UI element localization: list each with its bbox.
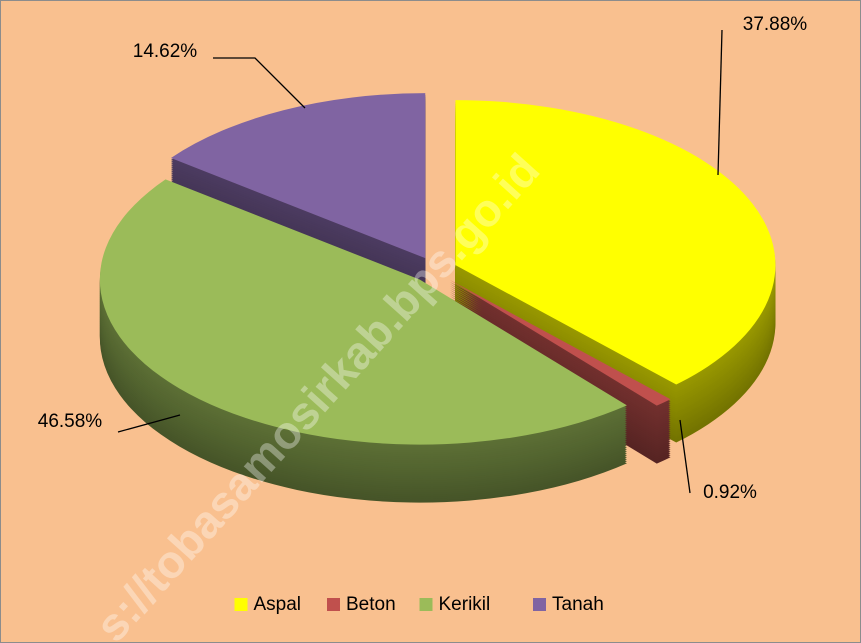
legend-swatch (419, 598, 433, 611)
legend: Aspal Beton Kerikil Tanah (234, 594, 604, 615)
legend-swatch (533, 598, 546, 611)
pie (99, 93, 776, 503)
data-label: 46.58% (38, 411, 103, 432)
labels: 37.88% 0.92% 46.58% 14.62% (38, 14, 808, 503)
legend-label: Tanah (552, 594, 604, 615)
legend-label: Aspal (254, 594, 302, 615)
legend-label: Beton (346, 594, 396, 615)
leader-line (717, 29, 723, 176)
legend-label: Kerikil (439, 594, 491, 615)
data-label: 14.62% (133, 41, 198, 62)
leader-line (213, 57, 306, 109)
legend-swatch (327, 598, 340, 611)
slice (455, 100, 776, 385)
legend-swatch (234, 598, 248, 611)
data-label: 0.92% (703, 482, 757, 503)
leader-line (117, 414, 181, 433)
leader-line (679, 419, 691, 494)
slice (449, 279, 671, 406)
slice (170, 93, 426, 259)
slice (99, 179, 627, 445)
data-label: 37.88% (743, 14, 808, 35)
